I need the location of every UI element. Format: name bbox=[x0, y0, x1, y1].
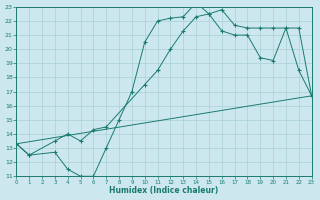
X-axis label: Humidex (Indice chaleur): Humidex (Indice chaleur) bbox=[109, 186, 219, 195]
